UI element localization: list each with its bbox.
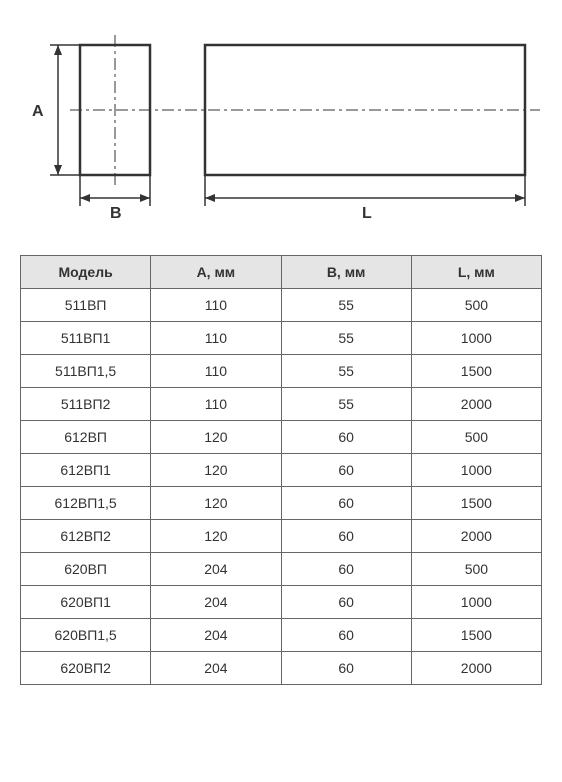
cell-L: 1500 [411, 487, 541, 520]
cell-A: 110 [151, 322, 281, 355]
col-L: L, мм [411, 256, 541, 289]
cell-model: 511ВП [21, 289, 151, 322]
cell-B: 55 [281, 289, 411, 322]
table-row: 511ВП1110551000 [21, 322, 542, 355]
cell-A: 204 [151, 619, 281, 652]
cell-B: 60 [281, 652, 411, 685]
cell-model: 620ВП1 [21, 586, 151, 619]
cell-L: 1000 [411, 586, 541, 619]
cell-L: 500 [411, 289, 541, 322]
cell-A: 110 [151, 388, 281, 421]
cell-A: 204 [151, 652, 281, 685]
col-A: A, мм [151, 256, 281, 289]
cell-model: 511ВП2 [21, 388, 151, 421]
table-row: 612ВП1,5120601500 [21, 487, 542, 520]
cell-B: 60 [281, 520, 411, 553]
cell-L: 2000 [411, 652, 541, 685]
table-body: 511ВП11055500 511ВП1110551000 511ВП1,511… [21, 289, 542, 685]
table-row: 620ВП1204601000 [21, 586, 542, 619]
cell-L: 1000 [411, 454, 541, 487]
cell-L: 1000 [411, 322, 541, 355]
cell-A: 120 [151, 520, 281, 553]
table-row: 620ВП20460500 [21, 553, 542, 586]
cell-B: 60 [281, 619, 411, 652]
cell-A: 204 [151, 586, 281, 619]
cell-model: 511ВП1 [21, 322, 151, 355]
table-row: 511ВП2110552000 [21, 388, 542, 421]
table-row: 620ВП1,5204601500 [21, 619, 542, 652]
table-row: 511ВП11055500 [21, 289, 542, 322]
cell-B: 60 [281, 454, 411, 487]
cell-B: 55 [281, 355, 411, 388]
cell-A: 110 [151, 289, 281, 322]
cell-A: 120 [151, 487, 281, 520]
table-row: 612ВП1120601000 [21, 454, 542, 487]
dimension-diagram: A B L [20, 20, 542, 225]
table-row: 612ВП12060500 [21, 421, 542, 454]
cell-B: 60 [281, 553, 411, 586]
cell-A: 120 [151, 454, 281, 487]
table-row: 620ВП2204602000 [21, 652, 542, 685]
label-B: B [110, 205, 122, 222]
col-model: Модель [21, 256, 151, 289]
col-B: B, мм [281, 256, 411, 289]
dimension-L: L [205, 175, 525, 222]
spec-table: Модель A, мм B, мм L, мм 511ВП11055500 5… [20, 255, 542, 685]
cell-B: 60 [281, 421, 411, 454]
cell-L: 1500 [411, 355, 541, 388]
cell-model: 620ВП2 [21, 652, 151, 685]
cell-model: 511ВП1,5 [21, 355, 151, 388]
label-L: L [362, 205, 372, 222]
table-row: 511ВП1,5110551500 [21, 355, 542, 388]
cell-model: 620ВП1,5 [21, 619, 151, 652]
cell-L: 500 [411, 553, 541, 586]
cell-B: 60 [281, 487, 411, 520]
cell-A: 120 [151, 421, 281, 454]
cell-A: 204 [151, 553, 281, 586]
cell-L: 2000 [411, 520, 541, 553]
cell-model: 612ВП [21, 421, 151, 454]
cell-L: 1500 [411, 619, 541, 652]
cell-B: 60 [281, 586, 411, 619]
cell-A: 110 [151, 355, 281, 388]
cell-L: 500 [411, 421, 541, 454]
table-header-row: Модель A, мм B, мм L, мм [21, 256, 542, 289]
cell-B: 55 [281, 322, 411, 355]
cell-L: 2000 [411, 388, 541, 421]
table-row: 612ВП2120602000 [21, 520, 542, 553]
cell-model: 620ВП [21, 553, 151, 586]
label-A: A [32, 103, 44, 120]
cell-model: 612ВП2 [21, 520, 151, 553]
cell-model: 612ВП1,5 [21, 487, 151, 520]
cell-B: 55 [281, 388, 411, 421]
cell-model: 612ВП1 [21, 454, 151, 487]
